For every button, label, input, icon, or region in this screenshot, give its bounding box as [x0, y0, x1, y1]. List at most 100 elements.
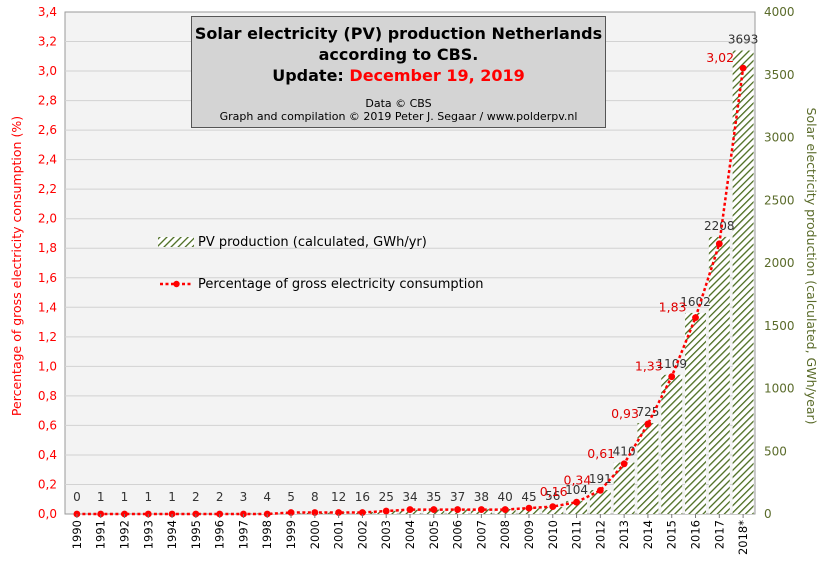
- bar-value-label: 1: [97, 490, 105, 504]
- percentage-point: [596, 486, 604, 494]
- bar-value-label: 35: [426, 490, 441, 504]
- percentage-point: [406, 506, 414, 513]
- x-tick-label: 1999: [284, 520, 298, 549]
- bar-value-label: 2208: [704, 219, 735, 233]
- right-axis-ticks: 0 500 1000 1500 2000 2500 3000 3500 4000: [764, 5, 795, 521]
- bar: [566, 500, 588, 514]
- bar-value-label: 725: [636, 405, 659, 419]
- right-axis-title: Solar electricity production (calculated…: [804, 107, 819, 424]
- legend-bar-swatch: [158, 237, 194, 247]
- x-tick-label: 2009: [522, 520, 536, 549]
- x-axis-ticks: 1990 1991 1992 1993 1994 1995 1996 1997 1998 1999…: [70, 514, 750, 555]
- legend-bar-label: PV production (calculated, GWh/yr): [198, 235, 427, 250]
- x-tick-label: 2011: [570, 520, 584, 549]
- percentage-point: [573, 498, 580, 506]
- update-label: Update:: [272, 66, 350, 85]
- update-date: December 19, 2019: [349, 66, 525, 85]
- x-tick-label: 2002: [355, 520, 369, 549]
- left-tick-label: 1,2: [38, 330, 57, 344]
- left-tick-label: 2,0: [38, 212, 57, 226]
- percentage-point: [692, 314, 699, 322]
- data-credit: Data © CBS: [365, 97, 432, 110]
- x-tick-label: 1992: [117, 520, 131, 549]
- chart-title-line1: Solar electricity (PV) production Nether…: [194, 24, 603, 43]
- x-tick-label: 2018*: [736, 520, 750, 555]
- right-tick-label: 500: [764, 444, 787, 458]
- percentage-point: [620, 460, 628, 468]
- left-tick-label: 1,0: [38, 359, 57, 373]
- bar-value-label: 104: [565, 483, 588, 497]
- bar-value-label: 2: [192, 490, 200, 504]
- x-tick-label: 2014: [641, 520, 655, 549]
- percentage-point: [501, 506, 509, 513]
- percentage-point: [549, 503, 557, 511]
- left-tick-label: 1,6: [38, 271, 57, 285]
- bar-data-labels: 0 1 1 1 1 2 2 3 4 5 8 12 16 25 34 35 37 38 40 45 56 104191410…: [73, 33, 758, 504]
- bar-value-label: 1: [144, 490, 152, 504]
- percentage-point: [525, 504, 533, 512]
- percentage-point: [668, 373, 676, 381]
- bar-value-label: 45: [521, 490, 536, 504]
- x-tick-label: 2006: [451, 520, 465, 549]
- bar: [637, 423, 659, 514]
- bar-value-label: 38: [474, 490, 489, 504]
- bar-value-label: 1602: [680, 295, 711, 309]
- bar: [708, 236, 730, 514]
- bar-value-label: 5: [287, 490, 295, 504]
- x-tick-label: 2012: [593, 520, 607, 549]
- right-tick-label: 0: [764, 507, 772, 521]
- percentage-point: [454, 506, 461, 513]
- x-tick-label: 1996: [213, 520, 227, 549]
- x-tick-label: 2005: [427, 520, 441, 549]
- bar-value-label: 1: [121, 490, 129, 504]
- percentage-point: [359, 509, 366, 516]
- x-tick-label: 1997: [236, 520, 250, 549]
- left-tick-label: 0,0: [38, 507, 57, 521]
- percentage-value-label: 0,61: [587, 446, 615, 461]
- bar-value-label: 410: [613, 445, 636, 459]
- right-tick-label: 3500: [764, 68, 795, 82]
- bar: [542, 506, 564, 514]
- legend-line-marker: [173, 280, 180, 288]
- left-tick-label: 1,8: [38, 241, 57, 255]
- left-tick-label: 0,6: [38, 418, 57, 432]
- left-axis-ticks: 0,0 0,2 0,4 0,6 0,8 1,0 1,2 1,4 1,6 1,8 2,0 2,2 2,4 2…: [38, 5, 57, 521]
- left-tick-label: 0,8: [38, 389, 57, 403]
- bar-value-label: 0: [73, 490, 81, 504]
- x-tick-label: 1993: [141, 520, 155, 549]
- graph-credit: Graph and compilation © 2019 Peter J. Se…: [219, 110, 578, 123]
- chart-title-box: Solar electricity (PV) production Nether…: [191, 16, 606, 128]
- x-tick-label: 2008: [498, 520, 512, 549]
- left-tick-label: 2,8: [38, 94, 57, 108]
- bar-value-label: 191: [589, 472, 612, 486]
- legend: PV production (calculated, GWh/yr) Perce…: [158, 235, 484, 292]
- percentage-value-label: 0,16: [540, 484, 568, 499]
- x-tick-label: 2003: [379, 520, 393, 549]
- bar: [613, 462, 635, 514]
- right-tick-label: 1000: [764, 382, 795, 396]
- left-tick-label: 2,6: [38, 123, 57, 137]
- bar-value-label: 1: [168, 490, 176, 504]
- right-tick-label: 2500: [764, 193, 795, 207]
- bar-value-label: 56: [545, 489, 560, 503]
- left-tick-label: 2,2: [38, 182, 57, 196]
- right-tick-label: 3000: [764, 131, 795, 145]
- bar-value-label: 25: [379, 490, 394, 504]
- chart-update-line: Update: December 19, 2019: [192, 65, 605, 86]
- chart-title-line2: according to CBS.: [318, 45, 479, 64]
- x-tick-label: 1991: [94, 520, 108, 549]
- x-tick-label: 2015: [665, 520, 679, 549]
- percentage-point: [477, 506, 485, 513]
- x-tick-label: 2016: [689, 520, 703, 549]
- left-tick-label: 1,4: [38, 300, 57, 314]
- bar-value-label: 3693: [728, 33, 759, 47]
- x-tick-label: 2010: [546, 520, 560, 549]
- bar-value-label: 1109: [656, 357, 687, 371]
- x-tick-label: 1994: [165, 520, 179, 549]
- x-tick-label: 2007: [474, 520, 488, 549]
- x-tick-label: 2004: [403, 520, 417, 549]
- percentage-point: [739, 64, 747, 72]
- left-tick-label: 3,2: [38, 35, 57, 49]
- left-tick-label: 3,0: [38, 64, 57, 78]
- x-tick-label: 2001: [332, 520, 346, 549]
